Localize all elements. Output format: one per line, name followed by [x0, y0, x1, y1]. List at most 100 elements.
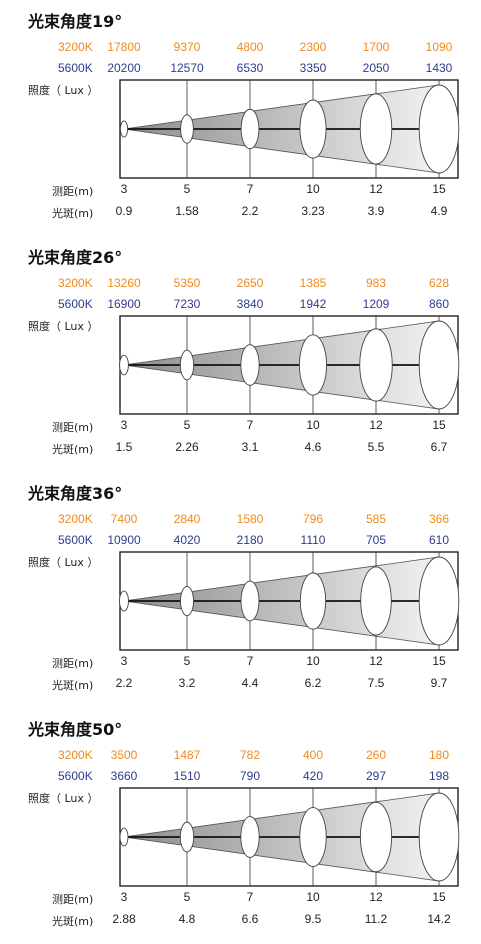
spot-diameter-value: 1.5 [115, 440, 133, 454]
spot-ellipse [179, 349, 195, 381]
lux-5600k-value: 20200 [107, 61, 141, 75]
lux-3200k-value: 13260 [107, 276, 141, 290]
lux-5600k-value: 297 [365, 769, 387, 783]
spot-ellipse [418, 84, 460, 174]
spot-label: 光斑(m) [52, 915, 94, 928]
lux-5600k-value: 610 [428, 533, 450, 547]
spot-ellipse [179, 821, 195, 853]
lux-5600k-value: 16900 [107, 297, 141, 311]
spot-diameter-value: 7.5 [367, 676, 385, 690]
lux-3200k-value: 1487 [173, 748, 201, 762]
spot-ellipse [180, 586, 194, 616]
spot-diameter-value: 3.23 [301, 204, 325, 218]
spot-ellipse [359, 801, 393, 873]
spot-label: 光斑(m) [52, 207, 94, 220]
lux-3200k-value: 180 [428, 748, 450, 762]
chart-title: 光束角度36° [28, 484, 123, 503]
beam-panel: 光束角度36° 3200K 5600K 照度（ Lux ） 测距(m) 光斑(m) 7400… [0, 472, 481, 708]
label-5600k: 5600K [58, 769, 93, 783]
lux-5600k-value: 7230 [173, 297, 201, 311]
lux-3200k-value: 796 [302, 512, 324, 526]
lux-5600k-value: 3840 [236, 297, 264, 311]
distance-tick: 10 [306, 890, 320, 904]
label-3200k: 3200K [58, 748, 93, 762]
beam-panel: 光束角度26° 3200K 5600K 照度（ Lux ） 测距(m) 光斑(m) 1326… [0, 236, 481, 472]
distance-tick: 3 [120, 654, 128, 668]
spot-diameter-value: 3.1 [241, 440, 259, 454]
beam-diagram [119, 315, 460, 415]
spot-ellipse [180, 114, 194, 144]
spot-ellipse [359, 93, 393, 165]
spot-diameter-value: 4.9 [430, 204, 448, 218]
spot-diameter-value: 6.7 [430, 440, 448, 454]
lux-5600k-value: 705 [365, 533, 387, 547]
label-3200k: 3200K [58, 40, 93, 54]
lux-5600k-value: 790 [239, 769, 261, 783]
lux-3200k-value: 1580 [236, 512, 264, 526]
distance-tick: 10 [306, 182, 320, 196]
distance-label: 测距(m) [52, 657, 94, 670]
beam-panel: 光束角度50° 3200K 5600K 照度（ Lux ） 测距(m) 光斑(m) 3500… [0, 708, 481, 944]
beam-panel: 光束角度19° 3200K 5600K 照度（ Lux ） 测距(m) 光斑(m) 1780… [0, 0, 481, 236]
spot-ellipse [359, 328, 393, 402]
lux-3200k-value: 983 [365, 276, 387, 290]
lux-3200k-value: 400 [302, 748, 324, 762]
spot-ellipse [299, 807, 327, 867]
chart-title: 光束角度50° [28, 720, 123, 739]
spot-ellipse [418, 320, 460, 410]
distance-tick: 5 [183, 418, 191, 432]
lux-3200k-value: 5350 [173, 276, 201, 290]
lux-5600k-value: 12570 [170, 61, 204, 75]
spot-diameter-value: 5.5 [367, 440, 385, 454]
lux-5600k-value: 10900 [107, 533, 141, 547]
spot-diameter-value: 3.9 [367, 204, 385, 218]
distance-tick: 7 [246, 890, 254, 904]
beam-diagram [119, 551, 460, 651]
spot-diameter-value: 1.58 [175, 204, 199, 218]
distance-tick: 7 [246, 654, 254, 668]
spot-label: 光斑(m) [52, 443, 94, 456]
lux-3200k-value: 782 [239, 748, 261, 762]
distance-tick: 12 [369, 654, 383, 668]
spot-diameter-value: 4.8 [178, 912, 196, 926]
lux-5600k-value: 1942 [299, 297, 327, 311]
spot-diameter-value: 2.2 [115, 676, 133, 690]
distance-tick: 10 [306, 418, 320, 432]
lux-3200k-value: 3500 [110, 748, 138, 762]
label-3200k: 3200K [58, 276, 93, 290]
lux-5600k-value: 1110 [300, 533, 326, 547]
spot-diameter-value: 0.9 [115, 204, 133, 218]
spot-ellipse [119, 120, 129, 138]
distance-tick: 12 [369, 890, 383, 904]
spot-label: 光斑(m) [52, 679, 94, 692]
spot-ellipse [360, 566, 392, 636]
lux-5600k-value: 4020 [173, 533, 201, 547]
lux-3200k-value: 2300 [299, 40, 327, 54]
lux-5600k-value: 1209 [362, 297, 390, 311]
distance-tick: 12 [369, 418, 383, 432]
spot-ellipse [299, 99, 327, 159]
lux-3200k-value: 366 [428, 512, 450, 526]
beam-diagram [119, 79, 460, 179]
distance-tick: 7 [246, 418, 254, 432]
lux-3200k-value: 7400 [110, 512, 138, 526]
distance-tick: 3 [120, 418, 128, 432]
lux-3200k-value: 1700 [362, 40, 390, 54]
spot-ellipse [298, 334, 328, 396]
distance-tick: 3 [120, 182, 128, 196]
spot-diameter-value: 2.88 [112, 912, 136, 926]
lux-5600k-value: 2050 [362, 61, 390, 75]
spot-ellipse [240, 816, 260, 858]
spot-diameter-value: 2.2 [241, 204, 259, 218]
distance-tick: 15 [432, 418, 446, 432]
spot-diameter-value: 6.6 [241, 912, 259, 926]
spot-ellipse [240, 108, 260, 150]
spot-ellipse [119, 354, 129, 376]
spot-ellipse [240, 344, 260, 386]
spot-diameter-value: 3.2 [178, 676, 196, 690]
lux-5600k-value: 6530 [236, 61, 264, 75]
lux-5600k-value: 1510 [173, 769, 201, 783]
beam-diagram [119, 787, 460, 887]
distance-tick: 15 [432, 654, 446, 668]
lux-3200k-value: 585 [365, 512, 387, 526]
